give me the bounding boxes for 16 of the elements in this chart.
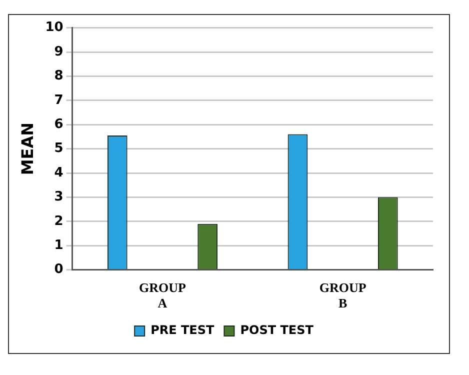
- y-axis-title: MEAN: [18, 122, 37, 176]
- y-tick-label: 4: [54, 165, 64, 180]
- x-tick-label: GROUP A: [138, 280, 186, 311]
- y-tick-label: 7: [54, 92, 64, 108]
- y-tick-label: 1: [54, 238, 64, 253]
- y-tick-label: 6: [54, 116, 64, 132]
- y-tick-label: 9: [54, 44, 64, 60]
- x-tick-label: GROUP B: [319, 280, 366, 311]
- y-tick-label: 8: [54, 68, 64, 84]
- legend-label: PRE TEST: [150, 323, 216, 338]
- y-tick-label: 3: [54, 190, 64, 205]
- y-tick-label: 0: [54, 262, 64, 278]
- y-tick-label: 10: [45, 20, 64, 36]
- y-tick-label: 2: [54, 214, 64, 229]
- y-tick-label: 5: [54, 141, 64, 156]
- legend-label: POST TEST: [240, 323, 314, 338]
